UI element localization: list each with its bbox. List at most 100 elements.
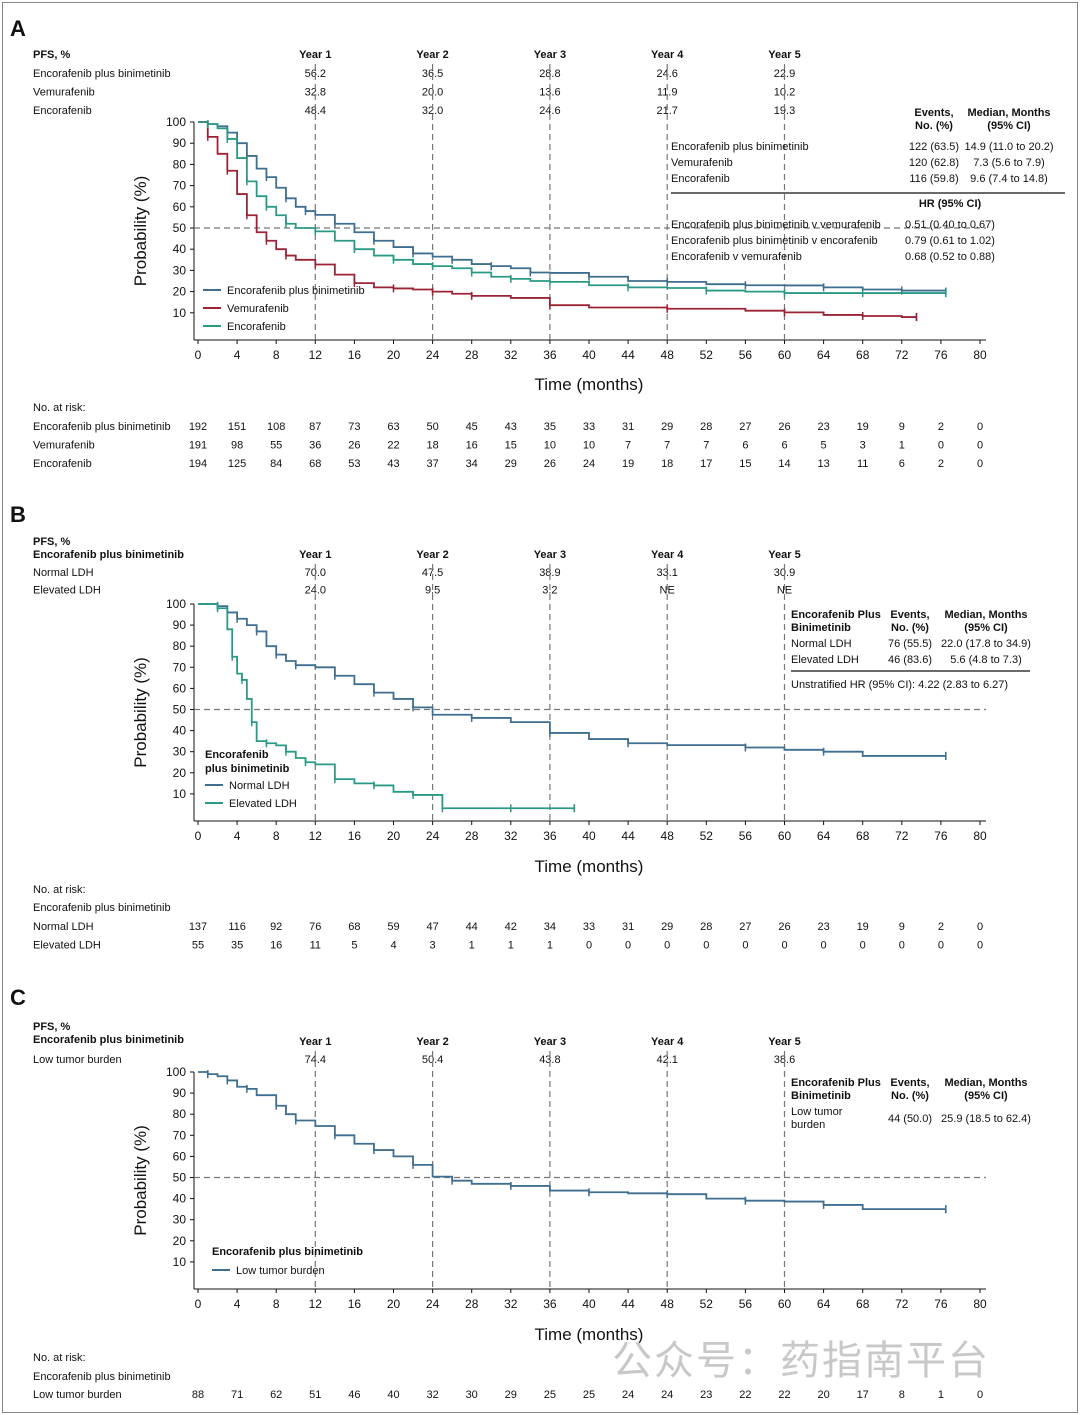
stat-label: PFS, % <box>33 1021 71 1033</box>
x-tick-label: 16 <box>348 829 362 843</box>
risk-value: 26 <box>778 421 790 433</box>
x-tick-label: 4 <box>234 1297 241 1311</box>
y-tick-label: 30 <box>173 1213 187 1227</box>
x-tick-label: 24 <box>426 1297 440 1311</box>
risk-value: 1 <box>547 940 553 952</box>
x-tick-label: 68 <box>856 348 870 362</box>
risk-value: 46 <box>348 1389 360 1401</box>
risk-value: 108 <box>267 421 285 433</box>
risk-value: 43 <box>505 421 517 433</box>
panel-A: A PFS, % Year 1 Year 2 Year 3 Year 4 Year 5 Enc… <box>10 16 1065 470</box>
risk-value: 42 <box>505 921 517 933</box>
risk-value: 30 <box>466 1389 478 1401</box>
milestone-value: 43.8 <box>539 1054 560 1066</box>
x-tick-label: 52 <box>700 1297 714 1311</box>
risk-value: 68 <box>348 921 360 933</box>
risk-value: 0 <box>625 940 631 952</box>
risk-value: 29 <box>505 1389 517 1401</box>
stat-subtitle: Encorafenib plus binimetinib <box>33 1034 184 1046</box>
milestone-value: 24.0 <box>305 585 326 597</box>
risk-value: 31 <box>622 421 634 433</box>
risk-value: 32 <box>426 1389 438 1401</box>
risk-value: 0 <box>586 940 592 952</box>
stats-row-median: 25.9 (18.5 to 62.4) <box>941 1113 1031 1125</box>
risk-value: 98 <box>231 440 243 452</box>
risk-value: 5 <box>351 940 357 952</box>
stat-subtitle: Encorafenib plus binimetinib <box>33 549 184 561</box>
x-tick-label: 16 <box>348 348 362 362</box>
series-line-vemurafenib <box>198 121 917 318</box>
milestone-value: 47.5 <box>422 567 443 579</box>
risk-value: 28 <box>700 421 712 433</box>
x-tick-label: 64 <box>817 829 831 843</box>
risk-value: 35 <box>544 421 556 433</box>
hr-row-value: 0.79 (0.61 to 1.02) <box>905 235 995 247</box>
y-tick-label: 50 <box>173 1171 187 1185</box>
x-tick-label: 60 <box>778 1297 792 1311</box>
risk-value: 24 <box>622 1389 634 1401</box>
stats-header-median: (95% CI) <box>964 1090 1008 1102</box>
y-tick-label: 20 <box>173 766 187 780</box>
x-tick-label: 76 <box>934 1297 948 1311</box>
risk-value: 50 <box>426 421 438 433</box>
stats-row-events: 46 (83.6) <box>888 654 932 666</box>
risk-value: 29 <box>661 421 673 433</box>
stats-row-label: Vemurafenib <box>671 157 733 169</box>
series-line-encorafenib-plus-binimetinib <box>198 121 947 292</box>
risk-subtitle: Encorafenib plus binimetinib <box>33 902 171 914</box>
y-tick-label: 100 <box>166 597 186 611</box>
milestone-header: Year 1 <box>299 549 331 561</box>
x-tick-label: 76 <box>934 348 948 362</box>
y-tick-label: 30 <box>173 745 187 759</box>
y-tick-label: 80 <box>173 1107 187 1121</box>
stats-header-events: No. (%) <box>891 622 929 634</box>
x-tick-label: 64 <box>817 348 831 362</box>
series-line-normal-ldh <box>198 603 946 757</box>
risk-value: 31 <box>622 921 634 933</box>
x-tick-label: 76 <box>934 829 948 843</box>
milestone-value: 21.7 <box>656 105 677 117</box>
risk-value: 37 <box>426 458 438 470</box>
risk-value: 19 <box>857 421 869 433</box>
risk-value: 15 <box>505 440 517 452</box>
risk-value: 18 <box>426 440 438 452</box>
risk-value: 0 <box>977 440 983 452</box>
panel-label: A <box>10 16 26 41</box>
legend-entry: Low tumor burden <box>236 1265 325 1277</box>
milestone-value: 3.2 <box>542 585 557 597</box>
risk-value: 40 <box>387 1389 399 1401</box>
risk-value: 23 <box>700 1389 712 1401</box>
y-tick-label: 60 <box>173 200 187 214</box>
risk-value: 0 <box>977 1389 983 1401</box>
x-tick-label: 36 <box>543 1297 557 1311</box>
y-tick-label: 70 <box>173 179 187 193</box>
risk-value: 24 <box>583 458 595 470</box>
stats-header-events: No. (%) <box>891 1090 929 1102</box>
risk-value: 33 <box>583 421 595 433</box>
y-tick-label: 40 <box>173 1192 187 1206</box>
milestone-header: Year 5 <box>768 49 800 61</box>
x-tick-label: 32 <box>504 348 518 362</box>
risk-value: 0 <box>742 940 748 952</box>
milestone-value: 74.4 <box>305 1054 326 1066</box>
stats-group-header: Encorafenib Plus <box>791 609 881 621</box>
risk-value: 51 <box>309 1389 321 1401</box>
risk-value: 0 <box>977 421 983 433</box>
x-tick-label: 8 <box>273 1297 280 1311</box>
risk-value: 45 <box>466 421 478 433</box>
risk-value: 55 <box>192 940 204 952</box>
legend-title: Encorafenib plus binimetinib <box>212 1246 363 1258</box>
x-tick-label: 80 <box>973 1297 987 1311</box>
legend-title: Encorafenib <box>205 749 269 761</box>
milestone-value: 20.0 <box>422 87 443 99</box>
milestone-value: 48.4 <box>305 105 326 117</box>
risk-value: 10 <box>544 440 556 452</box>
x-tick-label: 40 <box>582 1297 596 1311</box>
x-tick-label: 44 <box>621 348 635 362</box>
y-tick-label: 20 <box>173 285 187 299</box>
risk-value: 16 <box>270 940 282 952</box>
stats-header-median: Median, Months <box>967 107 1050 119</box>
milestone-value: 9.5 <box>425 585 440 597</box>
legend-entry: Vemurafenib <box>227 303 289 315</box>
risk-value: 27 <box>739 921 751 933</box>
